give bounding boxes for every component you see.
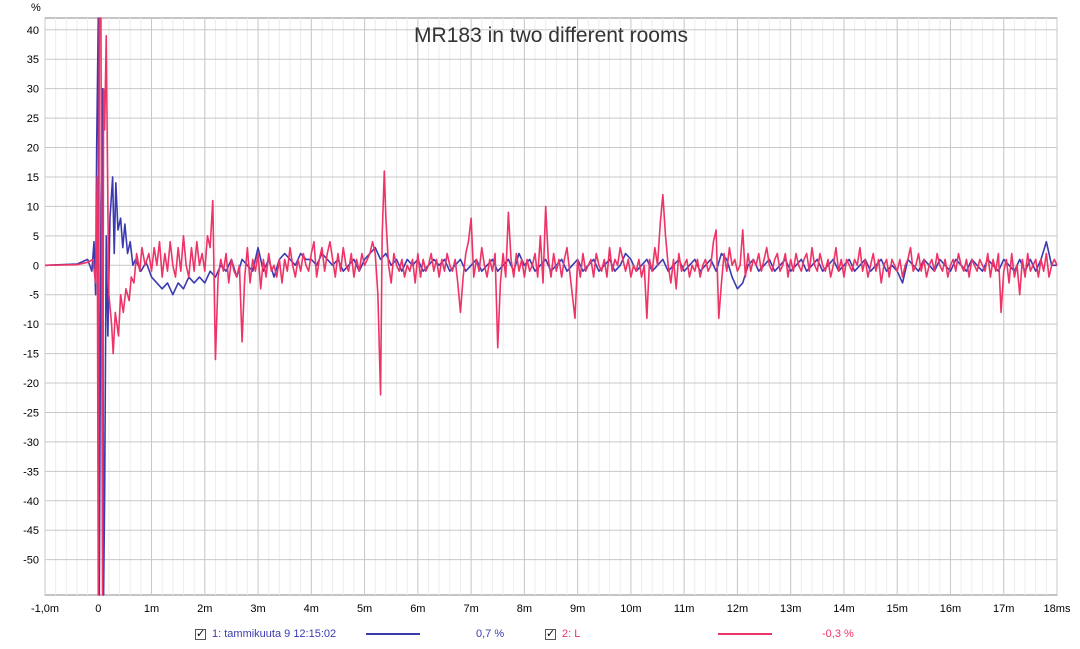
y-tick-label: -5 <box>29 290 39 302</box>
y-tick-label: -45 <box>23 525 39 537</box>
x-tick-label: 6m <box>410 603 425 615</box>
legend-swatch-series-2 <box>718 633 772 635</box>
series-1-checkbox[interactable] <box>195 627 206 640</box>
legend-swatch-series-1 <box>366 633 420 635</box>
x-tick-label: 17m <box>993 603 1014 615</box>
plot-background <box>44 17 1058 596</box>
y-tick-label: 20 <box>27 143 39 155</box>
x-tick-label: 11m <box>674 603 695 615</box>
x-tick-label: 10m <box>620 603 641 615</box>
x-tick-label: 15m <box>887 603 908 615</box>
y-tick-label: 0 <box>33 260 39 272</box>
legend-value-series-2: -0,3 % <box>822 628 854 640</box>
y-tick-label: -35 <box>23 466 39 478</box>
x-tick-label: 8m <box>517 603 532 615</box>
x-tick-label: 1m <box>144 603 159 615</box>
legend-label-series-1: 1: tammikuuta 9 12:15:02 <box>212 628 337 640</box>
y-tick-label: 10 <box>27 201 39 213</box>
x-tick-label: 18ms <box>1044 603 1071 615</box>
x-tick-label: 16m <box>940 603 961 615</box>
chart: 40 35 30 25 20 15 10 5 0 -5 -10 -15 -20 -25 -30 -35 -40 -… <box>23 2 1071 615</box>
legend-label-series-2: 2: L <box>562 628 581 640</box>
y-tick-label: -30 <box>23 437 39 449</box>
y-tick-label: 35 <box>27 54 39 66</box>
y-tick-label: -10 <box>23 319 39 331</box>
y-tick-label: 5 <box>33 231 39 243</box>
legend-value-series-1: 0,7 % <box>476 628 505 640</box>
legend-item-series-1[interactable]: 1: tammikuuta 9 12:15:02 <box>195 624 336 644</box>
legend-item-series-2[interactable]: 2: L <box>545 624 580 644</box>
x-tick-label: 3m <box>250 603 265 615</box>
chart-title: MR183 in two different rooms <box>414 24 688 47</box>
y-tick-label: 30 <box>27 84 39 96</box>
legend: 1: tammikuuta 9 12:15:02 0,7 % 2: L -0,3… <box>0 624 1080 644</box>
x-tick-label: 13m <box>780 603 801 615</box>
x-axis-ticks: -1,0m 0 1m 2m 3m 4m 5m 6m 7m 8m 9m 10m 11m 12m 13m 14m 1… <box>31 603 1071 615</box>
x-tick-label: 14m <box>833 603 854 615</box>
y-tick-label: -20 <box>23 378 39 390</box>
series-line-2 <box>44 17 1058 596</box>
y-tick-label: -15 <box>23 349 39 361</box>
y-axis-ticks: 40 35 30 25 20 15 10 5 0 -5 -10 -15 -20 -25 -30 -35 -40 -… <box>23 25 39 567</box>
x-tick-label: 2m <box>197 603 212 615</box>
y-tick-label: 25 <box>27 113 39 125</box>
x-tick-label: -1,0m <box>31 603 59 615</box>
y-tick-label: 15 <box>27 172 39 184</box>
x-tick-label: 4m <box>304 603 319 615</box>
y-tick-label: -25 <box>23 407 39 419</box>
series-group <box>44 17 1058 596</box>
x-tick-label: 0 <box>95 603 101 615</box>
y-tick-label: 40 <box>27 25 39 37</box>
series-2-checkbox[interactable] <box>545 627 556 640</box>
y-axis-unit-label: % <box>31 2 41 14</box>
y-tick-label: -40 <box>23 496 39 508</box>
x-tick-label: 12m <box>727 603 748 615</box>
x-tick-label: 7m <box>463 603 478 615</box>
x-tick-label: 9m <box>570 603 585 615</box>
x-tick-label: 5m <box>357 603 372 615</box>
y-tick-label: -50 <box>23 555 39 567</box>
